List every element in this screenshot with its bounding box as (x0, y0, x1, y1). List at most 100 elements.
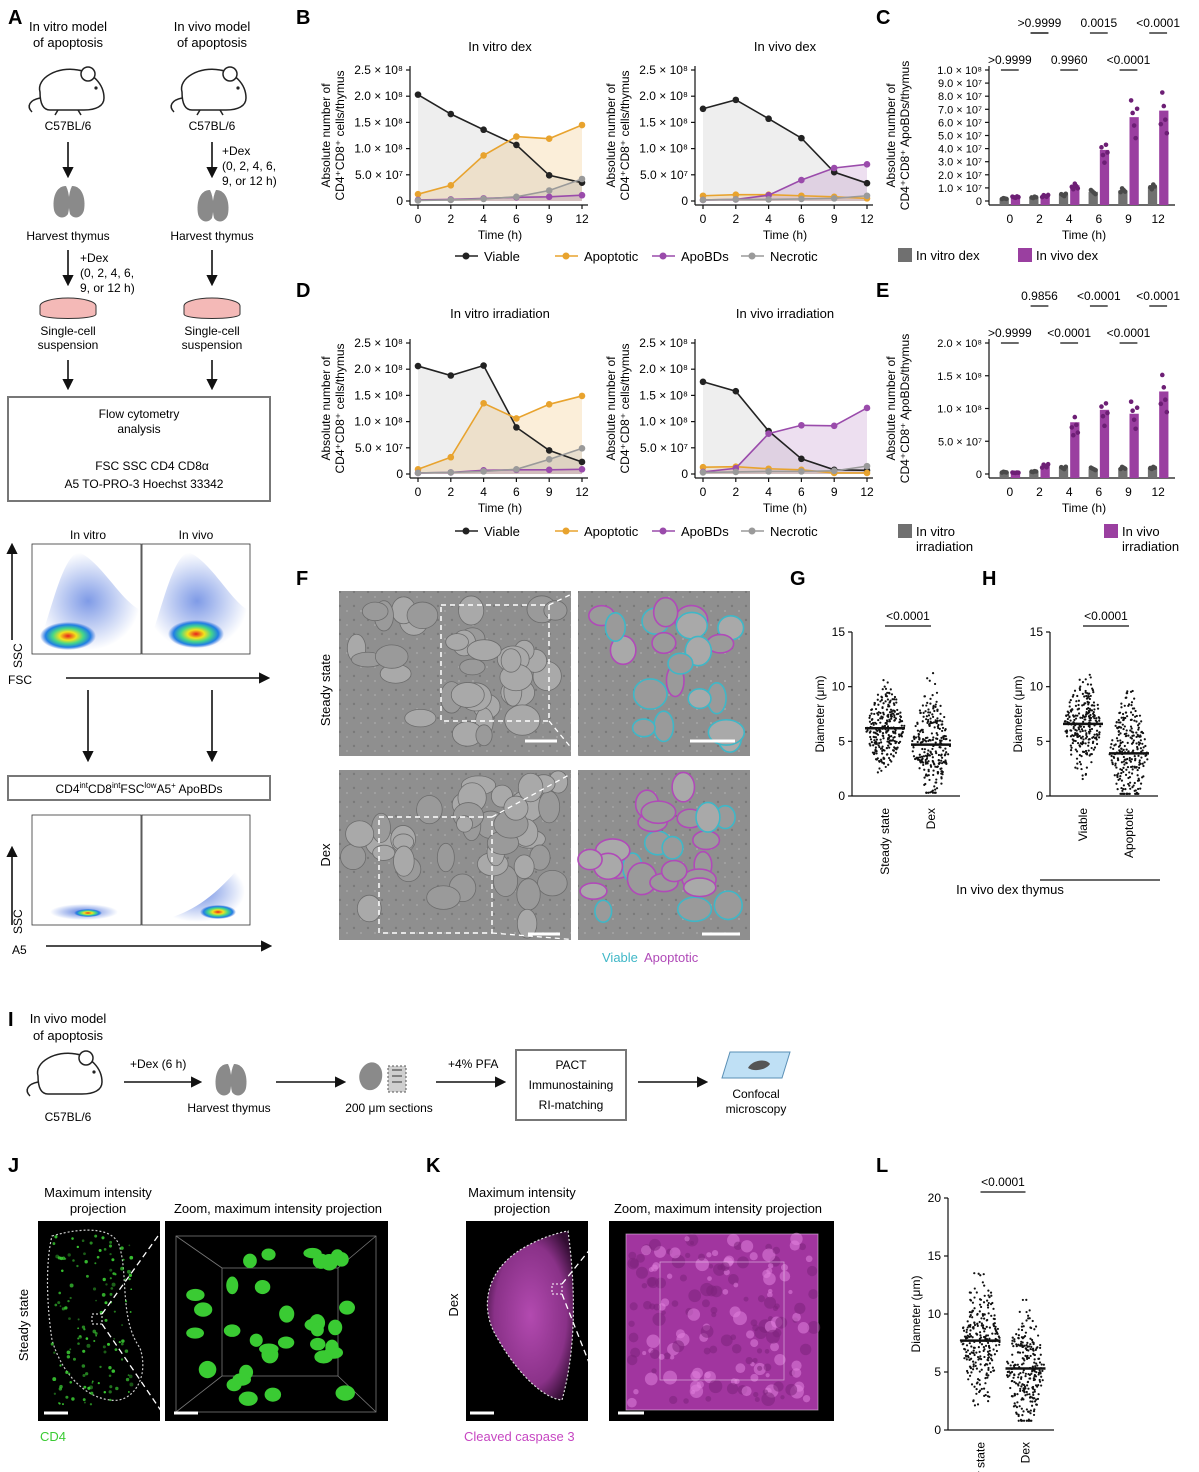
data-point (892, 709, 895, 712)
data-point (1015, 1333, 1018, 1336)
data-point (1029, 1400, 1032, 1403)
data-point (1121, 789, 1124, 792)
data-point (1031, 1365, 1034, 1368)
data-point-necrotic (830, 195, 838, 202)
y-axis-label-line1: Absolute number of (884, 356, 898, 461)
cd4-signal-dot (129, 1382, 134, 1387)
data-point-necrotic (798, 468, 805, 475)
data-point (875, 742, 878, 746)
data-point-necrotic (765, 468, 772, 475)
data-point (1030, 1326, 1033, 1330)
data-point (1135, 766, 1138, 769)
invitro-title-line2: of apoptosis (33, 35, 104, 50)
data-point (1069, 698, 1072, 702)
y-tick-label: 5.0 × 10⁷ (938, 436, 982, 448)
data-point (1022, 1371, 1025, 1374)
x-tick-label: 0 (1006, 212, 1013, 226)
caspase3-signal-blob (629, 1259, 639, 1269)
data-point (1034, 1365, 1037, 1368)
data-point (1126, 741, 1129, 744)
caspase3-signal-blob (669, 1355, 675, 1360)
data-point (1083, 718, 1086, 721)
data-point (1081, 681, 1085, 684)
data-point (1137, 741, 1140, 744)
data-point (1013, 1380, 1016, 1384)
x-tick-label: 0 (700, 485, 707, 499)
data-point (889, 758, 892, 762)
data-point (882, 762, 886, 765)
data-point (945, 751, 948, 754)
data-point (1079, 725, 1082, 728)
data-point (1038, 1380, 1042, 1383)
y-tick-label: 0 (681, 467, 688, 481)
chart-title: In vitro dex (468, 39, 532, 54)
panel-j-side-label: Steady state (16, 1289, 31, 1361)
data-point (989, 1291, 993, 1294)
data-point-apobds (830, 164, 838, 172)
row-label-dex: Dex (318, 843, 333, 867)
data-point (968, 1333, 972, 1336)
data-point (1030, 1345, 1033, 1348)
replicate-dot (1133, 135, 1138, 141)
data-point (1092, 735, 1095, 739)
data-point (1142, 764, 1145, 768)
caspase3-signal-blob (754, 1396, 760, 1402)
data-point (1031, 1319, 1034, 1323)
data-point (1123, 763, 1126, 766)
cd4-positive-cell (335, 1385, 355, 1401)
cell-profile (459, 658, 486, 676)
data-point (933, 726, 936, 729)
caspase3-signal-blob (774, 1353, 786, 1366)
cd4-signal-dot (124, 1278, 127, 1281)
data-point-apoptotic (513, 415, 520, 422)
data-point (1016, 1363, 1019, 1366)
caspase3-signal-blob (627, 1397, 637, 1408)
data-point (936, 717, 939, 720)
flow-density-plot-invitro (31, 543, 142, 655)
data-point (982, 1273, 985, 1276)
data-point (1128, 784, 1131, 787)
data-point (935, 700, 938, 703)
replicate-dot (1004, 196, 1009, 202)
data-point-viable (578, 458, 586, 466)
data-point-apobds (765, 430, 772, 437)
x-tick-label: 6 (798, 485, 805, 499)
data-point (986, 1306, 990, 1309)
data-point (1014, 1382, 1018, 1385)
cell-profile (456, 815, 473, 833)
data-point (972, 1349, 975, 1352)
cd4-signal-dot (104, 1301, 108, 1305)
data-point (1077, 699, 1081, 702)
panel-letter-l: L (876, 1155, 888, 1177)
data-point (914, 724, 917, 728)
data-point (936, 719, 939, 723)
data-point (1022, 1325, 1025, 1328)
data-point (965, 1330, 968, 1334)
data-point (1033, 1358, 1036, 1361)
data-point (1092, 748, 1095, 751)
data-point (1011, 1342, 1014, 1345)
data-point (1011, 1336, 1014, 1339)
data-point (1129, 781, 1132, 784)
data-point (1081, 735, 1084, 738)
panel-letter-k: K (426, 1155, 441, 1177)
y-tick-label: 10 (928, 1307, 942, 1321)
invitro-strain: C57BL/6 (45, 119, 92, 133)
data-point (1131, 786, 1134, 789)
data-point (870, 712, 873, 715)
data-point (1079, 730, 1082, 733)
data-point (984, 1382, 987, 1385)
data-point-apoptotic (545, 401, 553, 408)
data-point (890, 710, 893, 713)
caspase3-signal-blob (792, 1312, 801, 1322)
data-point (980, 1305, 983, 1309)
data-point (988, 1296, 991, 1299)
data-point (931, 672, 935, 675)
cd4-positive-cell (320, 1254, 338, 1271)
data-point (1128, 792, 1131, 795)
data-point (1007, 1362, 1010, 1365)
category-label: Apoptotic (1122, 808, 1136, 858)
caspase3-signal-blob (763, 1363, 772, 1372)
data-point (920, 755, 924, 758)
data-point (932, 769, 935, 772)
